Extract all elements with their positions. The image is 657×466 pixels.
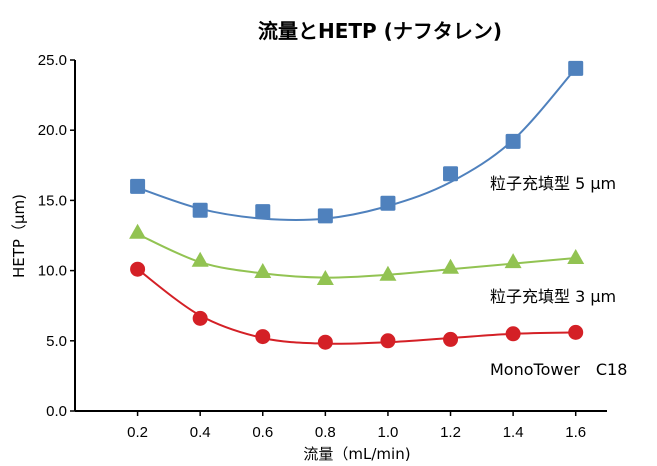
square-marker <box>317 208 333 224</box>
square-marker <box>192 202 208 218</box>
x-tick-label: 1.2 <box>440 424 461 441</box>
y-tick-label: 0.0 <box>46 403 67 420</box>
x-tick-label: 1.0 <box>378 424 399 441</box>
triangle-marker <box>191 251 209 267</box>
triangle-marker <box>129 223 147 239</box>
square-marker <box>443 166 459 182</box>
circle-marker <box>505 326 521 342</box>
triangle-marker <box>567 248 585 264</box>
y-tick-label: 10.0 <box>38 263 67 280</box>
series-label: MonoTower C18 <box>490 360 627 379</box>
x-axis-label: 流量（mL/min) <box>303 445 410 463</box>
x-tick-label: 0.8 <box>315 424 336 441</box>
fit-curve-triangle <box>137 233 576 279</box>
x-tick-label: 1.4 <box>503 424 524 441</box>
y-tick-label: 20.0 <box>38 122 67 139</box>
x-tick-label: 0.6 <box>252 424 273 441</box>
circle-marker <box>568 324 584 340</box>
circle-marker <box>317 334 333 350</box>
series-label: 粒子充填型 5 μm <box>490 174 616 193</box>
square-marker <box>130 178 146 194</box>
x-tick-label: 1.6 <box>565 424 586 441</box>
x-tick-label: 0.4 <box>190 424 211 441</box>
axes: 0.0 5.0 10.0 15.0 20.0 25.0 0.2 0.4 0.6 0.8 1.0 1.2… <box>38 52 607 441</box>
chart-title: 流量とHETP (ナフタレン) <box>258 19 502 43</box>
triangle-marker <box>504 253 522 269</box>
circle-marker <box>130 261 146 277</box>
square-marker <box>255 204 271 220</box>
circle-marker <box>255 329 271 345</box>
square-marker <box>380 195 396 211</box>
series-label: 粒子充填型 3 μm <box>490 287 616 306</box>
triangle-marker <box>379 265 397 281</box>
x-tick-label: 0.2 <box>127 424 148 441</box>
y-tick-label: 5.0 <box>46 333 67 350</box>
triangle-marker <box>442 258 460 274</box>
circle-marker <box>380 333 396 349</box>
y-tick-label: 15.0 <box>38 192 67 209</box>
y-tick-label: 25.0 <box>38 52 67 69</box>
circle-marker <box>192 310 208 326</box>
circle-marker <box>443 331 459 347</box>
square-marker <box>568 60 584 76</box>
y-axis-label: HETP（μm) <box>10 194 28 278</box>
data-markers <box>129 60 585 350</box>
series-labels: 粒子充填型 5 μm 粒子充填型 3 μm MonoTower C18 <box>490 174 627 379</box>
square-marker <box>505 133 521 149</box>
triangle-marker <box>254 263 272 279</box>
triangle-marker <box>316 270 334 286</box>
